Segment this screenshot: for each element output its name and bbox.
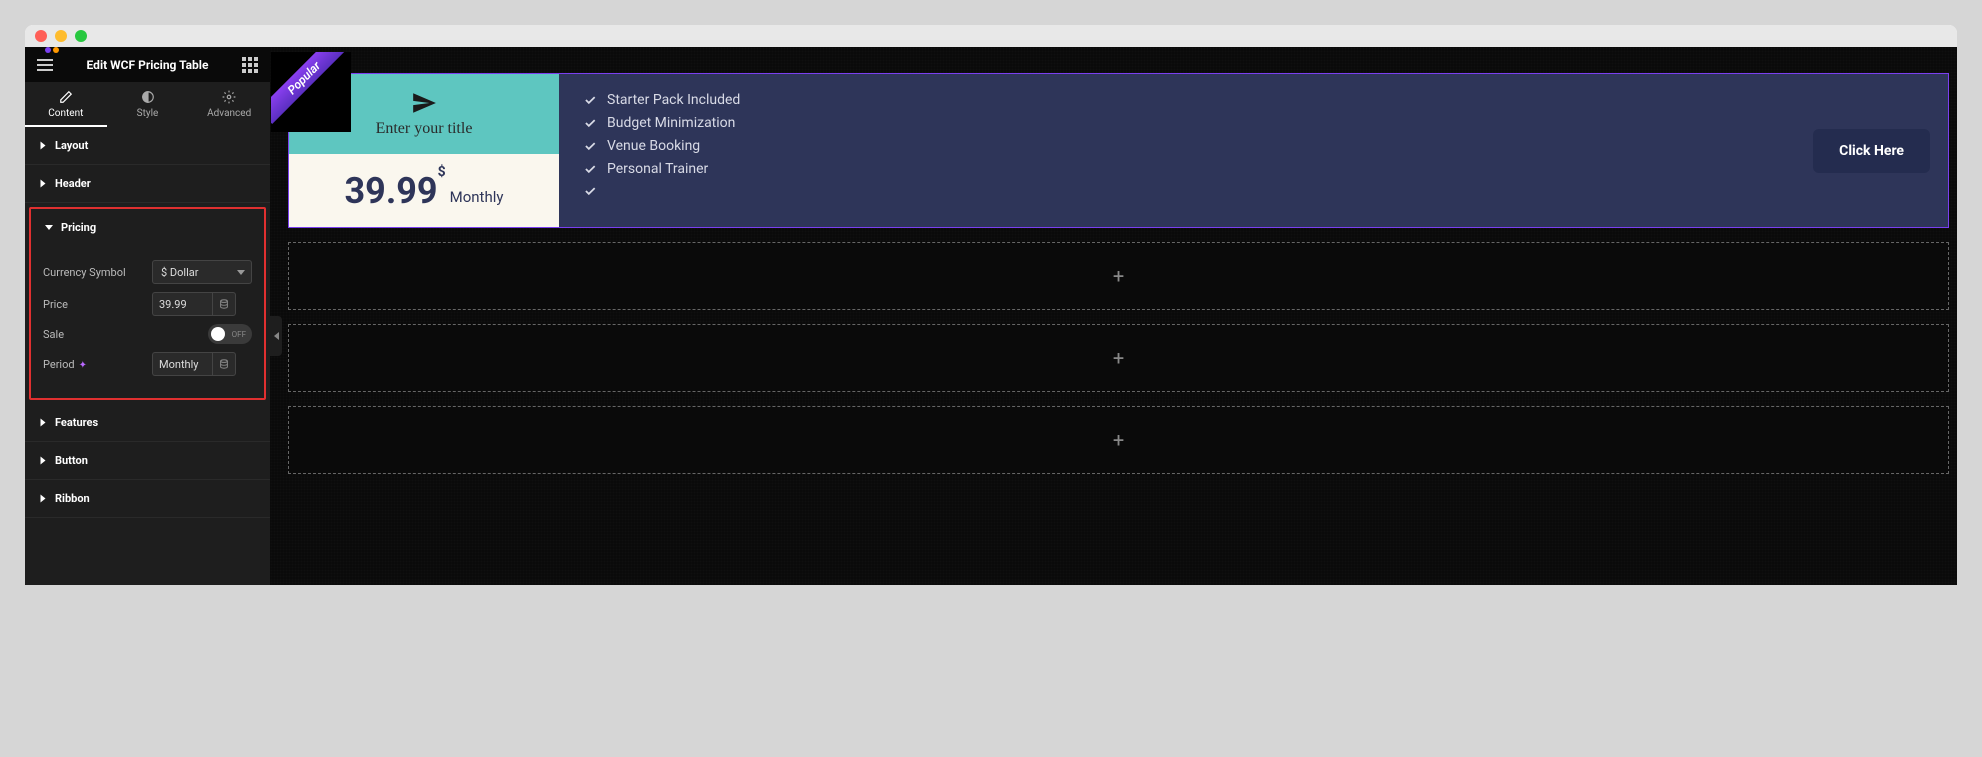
mac-titlebar (25, 25, 1957, 47)
section-pricing[interactable]: Pricing (31, 209, 264, 246)
feature-item: Budget Minimization (583, 115, 1771, 131)
sale-toggle[interactable]: Off (208, 324, 252, 344)
feature-text: Venue Booking (607, 138, 700, 154)
check-icon (583, 139, 597, 153)
maximize-window-dot[interactable] (75, 30, 87, 42)
feature-item: Personal Trainer (583, 161, 1771, 177)
sidebar-header: Edit WCF Pricing Table (25, 47, 270, 82)
check-icon (583, 93, 597, 107)
price-period: Monthly (450, 188, 504, 206)
cta-wrap: Click Here (1795, 74, 1948, 227)
add-section-placeholder[interactable]: + (288, 324, 1949, 392)
popular-ribbon: Popular (271, 52, 350, 124)
price-input[interactable] (152, 292, 212, 316)
tab-content-label: Content (48, 108, 83, 119)
gear-icon (222, 90, 236, 104)
style-icon (141, 90, 155, 104)
editor-sidebar: Edit WCF Pricing Table Content Style Adv… (25, 47, 270, 585)
ai-sparkle-icon: ✦ (79, 360, 87, 371)
app-window: Edit WCF Pricing Table Content Style Adv… (25, 25, 1957, 585)
feature-item: Starter Pack Included (583, 92, 1771, 108)
sale-label: Sale (43, 328, 64, 341)
price-dynamic-button[interactable] (212, 292, 236, 316)
pricing-title: Enter your title (376, 120, 473, 138)
feature-item (583, 184, 1771, 198)
widgets-grid-icon[interactable] (242, 57, 258, 73)
minimize-window-dot[interactable] (55, 30, 67, 42)
sale-toggle-state: Off (232, 330, 246, 339)
database-icon (219, 299, 229, 309)
sections-list: Layout Header Pricing Currency Symbol $ … (25, 127, 270, 585)
pricing-table-widget[interactable]: Popular Enter your title 39.99$ Monthly (288, 73, 1949, 228)
period-dynamic-button[interactable] (212, 352, 236, 376)
pencil-icon (59, 90, 73, 104)
editor-title: Edit WCF Pricing Table (87, 58, 209, 72)
feature-item: Venue Booking (583, 138, 1771, 154)
chevron-down-icon (237, 270, 245, 275)
check-icon (583, 184, 597, 198)
section-header[interactable]: Header (25, 165, 270, 203)
tab-advanced[interactable]: Advanced (188, 82, 270, 127)
feature-text: Personal Trainer (607, 161, 708, 177)
section-layout[interactable]: Layout (25, 127, 270, 165)
pricing-price-area: 39.99$ Monthly (289, 154, 559, 227)
tab-content[interactable]: Content (25, 82, 107, 127)
close-window-dot[interactable] (35, 30, 47, 42)
feature-text: Budget Minimization (607, 115, 735, 131)
paper-plane-icon (411, 90, 437, 116)
section-ribbon[interactable]: Ribbon (25, 480, 270, 518)
tab-style-label: Style (137, 108, 159, 119)
price-label: Price (43, 298, 68, 311)
price-value: 39.99$ (345, 170, 446, 212)
pricing-controls: Currency Symbol $ Dollar Price (31, 246, 264, 398)
plus-icon: + (1113, 346, 1124, 370)
click-here-button[interactable]: Click Here (1813, 129, 1930, 173)
plus-icon: + (1113, 264, 1124, 288)
add-section-placeholder[interactable]: + (288, 242, 1949, 310)
tab-advanced-label: Advanced (207, 108, 251, 119)
ribbon-corner: Popular (271, 52, 351, 132)
period-label: Period✦ (43, 358, 87, 371)
price-currency: $ (438, 164, 446, 180)
currency-symbol-select[interactable]: $ Dollar (152, 260, 252, 284)
tab-style[interactable]: Style (107, 82, 189, 127)
editor-tabs: Content Style Advanced (25, 82, 270, 127)
add-section-placeholder[interactable]: + (288, 406, 1949, 474)
database-icon (219, 359, 229, 369)
section-button[interactable]: Button (25, 442, 270, 480)
period-input[interactable] (152, 352, 212, 376)
features-list: Starter Pack Included Budget Minimizatio… (559, 74, 1795, 227)
editor-canvas: Popular Enter your title 39.99$ Monthly (270, 47, 1957, 585)
currency-symbol-label: Currency Symbol (43, 266, 126, 279)
feature-text: Starter Pack Included (607, 92, 740, 108)
section-pricing-highlighted: Pricing Currency Symbol $ Dollar Price (29, 207, 266, 400)
plus-icon: + (1113, 428, 1124, 452)
sidebar-collapse-handle[interactable] (270, 316, 282, 356)
check-icon (583, 162, 597, 176)
check-icon (583, 116, 597, 130)
section-features[interactable]: Features (25, 404, 270, 442)
hamburger-menu-icon[interactable] (37, 59, 53, 71)
